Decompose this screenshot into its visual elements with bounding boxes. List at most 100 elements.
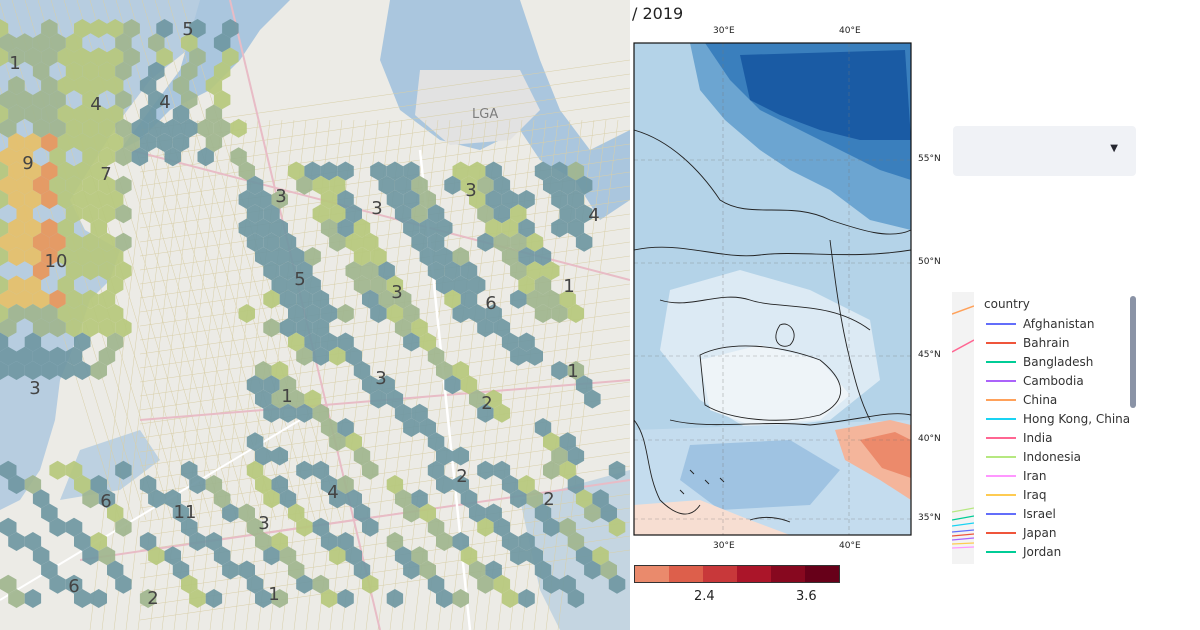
hexbin-cell (16, 232, 33, 252)
hexbin-cell (189, 19, 206, 38)
hexbin-cell (107, 275, 124, 295)
hexbin-cell (255, 247, 272, 266)
legend-item[interactable]: Bangladesh (986, 352, 1093, 371)
hexbin-cell (320, 332, 338, 352)
legend-scrollbar[interactable] (1130, 296, 1136, 408)
hexbin-cell (82, 118, 99, 138)
hexbin-cell (107, 304, 124, 323)
hexbin-cell (501, 190, 519, 209)
legend-item[interactable]: Indonesia (986, 447, 1081, 466)
legend-item[interactable]: Afghanistan (986, 314, 1094, 333)
hexbin-cell (551, 218, 568, 238)
cluster-count-label: 4 (159, 92, 170, 113)
street (139, 185, 630, 257)
hexbin-cell (485, 560, 502, 580)
hexbin-cell (16, 289, 33, 309)
hexbin-cell (238, 503, 255, 523)
hexbin-cell (222, 19, 239, 38)
hexbin-cell (205, 133, 223, 152)
colorbar-segment (669, 566, 703, 582)
hexbin-cell (148, 489, 165, 509)
hexbin-cell (0, 289, 17, 309)
hexbin-cell (567, 446, 585, 466)
street (305, 119, 367, 630)
hexbin-cell (575, 375, 593, 395)
street (167, 0, 329, 521)
hexbin-cell (337, 418, 354, 437)
hexbin-cell (436, 218, 453, 238)
hexbin-cell (312, 289, 330, 309)
hexbin-cell (0, 304, 9, 323)
legend-item[interactable]: Iran (986, 466, 1046, 485)
legend-item[interactable]: Bahrain (986, 333, 1069, 352)
hexbin-cell (477, 175, 494, 195)
hexbin-cell (82, 61, 99, 81)
hexbin-cell (477, 318, 494, 338)
hexbin-cell (370, 161, 387, 181)
hexbin-cell (394, 318, 412, 338)
hexbin-cell (345, 546, 362, 566)
hexbin-cell (139, 76, 157, 95)
hexbin-cell (255, 589, 272, 608)
hexbin-cell (436, 446, 453, 466)
hexbin-cell (469, 275, 486, 295)
hexbin-cell (279, 403, 297, 423)
hexbin-cell (49, 90, 66, 110)
hexbin-cell (510, 489, 527, 509)
hexbin-cell (345, 204, 362, 224)
cluster-count-label: 4 (90, 94, 101, 115)
cluster-count-label: 3 (29, 378, 40, 399)
hexbin-cell (329, 346, 346, 366)
hexbin-cell (57, 218, 74, 238)
hexbin-cell (131, 118, 149, 138)
hexbin-map[interactable]: LGA 5 1 4 4 9 7 10 3 3 3 4 5 3 6 1 3 1 1 2 3 2 6 11 4 3 2 6 1 2 (0, 0, 630, 630)
hexbin-cell (0, 104, 9, 124)
legend-item[interactable]: Japan (986, 523, 1056, 542)
hexbin-cell (0, 332, 9, 352)
hexbin-cell (181, 90, 198, 110)
hexbin-cell (394, 403, 412, 423)
hexbin-cell (222, 560, 239, 580)
street (139, 213, 630, 285)
hexbin-cell (82, 232, 99, 252)
hexbin-cell (584, 503, 601, 523)
legend-item[interactable]: Israel (986, 504, 1056, 523)
legend-item[interactable]: Hong Kong, China (986, 409, 1130, 428)
legend-item[interactable]: China (986, 390, 1057, 409)
hexbin-cell (172, 133, 190, 152)
legend-swatch (986, 341, 1016, 344)
legend-item[interactable]: Cambodia (986, 371, 1084, 390)
hexbin-cell (304, 304, 321, 323)
cluster-count-label: 6 (68, 576, 79, 597)
legend-swatch (986, 322, 1016, 325)
hexbin-cell (255, 389, 272, 409)
hexbin-cell (362, 460, 379, 480)
hexbin-cell (543, 432, 560, 452)
select-dropdown[interactable]: ▼ (953, 126, 1136, 176)
street (139, 339, 630, 411)
legend-swatch (986, 379, 1016, 382)
hexbin-cell (49, 118, 66, 138)
street (161, 119, 223, 630)
hexbin-cell (584, 560, 601, 580)
caret-down-icon[interactable]: ▼ (1110, 143, 1118, 154)
hexbin-cell (98, 318, 116, 338)
hexbin-cell (74, 332, 91, 352)
hexbin-cell (386, 532, 404, 551)
legend-label: China (1023, 392, 1058, 407)
hexbin-cell (148, 61, 165, 81)
hexbin-cell (131, 147, 149, 167)
hexbin-cell (279, 375, 297, 395)
legend-item[interactable]: Iraq (986, 485, 1046, 504)
hexbin-cell (24, 332, 42, 352)
hexbin-cell (411, 546, 428, 566)
street (139, 381, 630, 453)
hexbin-cell (65, 118, 83, 138)
hexbin-cell (115, 90, 132, 110)
hexbin-cell (115, 460, 132, 480)
hexbin-cell (567, 475, 585, 494)
hexbin-cell (444, 289, 461, 309)
legend-item[interactable]: India (986, 428, 1052, 447)
legend-item[interactable]: Jordan (986, 542, 1061, 561)
hexbin-cell (493, 460, 511, 480)
